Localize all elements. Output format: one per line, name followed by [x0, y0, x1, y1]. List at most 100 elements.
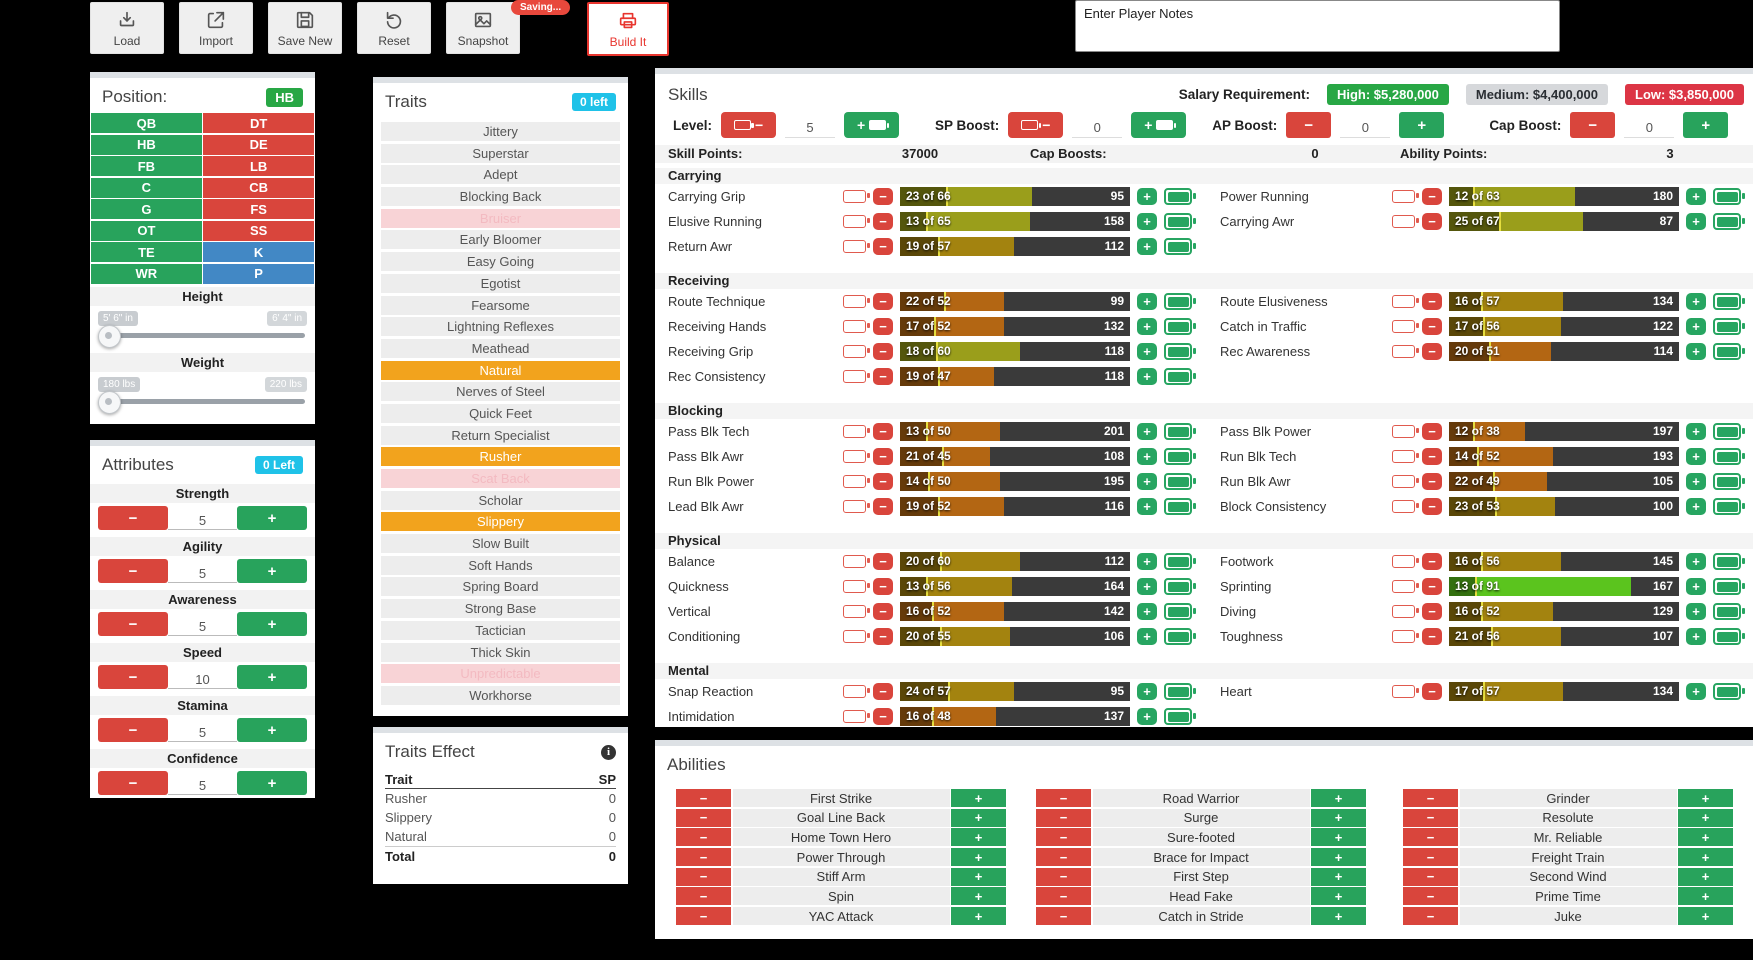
skill-cap-battery-icon[interactable]: [843, 345, 870, 358]
skill-cap-battery-icon[interactable]: [843, 320, 870, 333]
skill-minus-button[interactable]: −: [873, 343, 893, 360]
position-hb[interactable]: HB: [91, 134, 202, 155]
height-slider-track[interactable]: [100, 332, 305, 338]
skill-minus-button[interactable]: −: [873, 448, 893, 465]
ability-plus-button[interactable]: +: [951, 867, 1006, 886]
skill-plus-button[interactable]: +: [1686, 473, 1706, 490]
skill-minus-button[interactable]: −: [873, 368, 893, 385]
skill-cap-battery-icon[interactable]: [1392, 190, 1419, 203]
skill-plus-button[interactable]: +: [1137, 188, 1157, 205]
stamina-minus-button[interactable]: −: [98, 718, 168, 742]
ability-minus-button[interactable]: −: [1403, 828, 1458, 847]
strength-minus-button[interactable]: −: [98, 506, 168, 530]
ability-plus-button[interactable]: +: [1311, 887, 1366, 906]
ability-minus-button[interactable]: −: [676, 867, 731, 886]
trait-item-tactician[interactable]: Tactician: [381, 620, 620, 640]
skill-plus-button[interactable]: +: [1686, 498, 1706, 515]
toolbar-button-snapshot[interactable]: Snapshot: [446, 2, 520, 54]
skill-cap-battery-icon[interactable]: [843, 685, 870, 698]
skill-boost-battery-icon[interactable]: [1164, 188, 1196, 205]
ability-minus-button[interactable]: −: [1403, 907, 1458, 926]
ability-plus-button[interactable]: +: [1678, 848, 1733, 867]
ability-minus-button[interactable]: −: [1403, 887, 1458, 906]
position-de[interactable]: DE: [203, 134, 314, 155]
confidence-plus-button[interactable]: +: [237, 771, 307, 795]
trait-item-strong-base[interactable]: Strong Base: [381, 599, 620, 619]
info-icon[interactable]: i: [601, 744, 616, 760]
skill-boost-battery-icon[interactable]: [1713, 423, 1745, 440]
trait-item-meathead[interactable]: Meathead: [381, 338, 620, 358]
trait-item-return-specialist[interactable]: Return Specialist: [381, 425, 620, 445]
skill-minus-button[interactable]: −: [873, 578, 893, 595]
ability-minus-button[interactable]: −: [676, 808, 731, 827]
ability-minus-button[interactable]: −: [1036, 848, 1091, 867]
skill-plus-button[interactable]: +: [1686, 188, 1706, 205]
skill-cap-battery-icon[interactable]: [1392, 475, 1419, 488]
skill-minus-button[interactable]: −: [1422, 628, 1442, 645]
toolbar-button-save-new[interactable]: Save New: [268, 2, 342, 54]
ability-plus-button[interactable]: +: [1311, 848, 1366, 867]
skill-minus-button[interactable]: −: [873, 213, 893, 230]
skill-plus-button[interactable]: +: [1686, 293, 1706, 310]
ap-boost-decrease-button[interactable]: −: [1286, 112, 1332, 138]
ability-plus-button[interactable]: +: [1311, 828, 1366, 847]
skill-minus-button[interactable]: −: [873, 683, 893, 700]
skill-minus-button[interactable]: −: [1422, 188, 1442, 205]
position-cb[interactable]: CB: [203, 177, 314, 198]
trait-item-early-bloomer[interactable]: Early Bloomer: [381, 230, 620, 250]
skill-cap-battery-icon[interactable]: [843, 500, 870, 513]
skill-minus-button[interactable]: −: [1422, 498, 1442, 515]
ability-plus-button[interactable]: +: [951, 828, 1006, 847]
strength-plus-button[interactable]: +: [237, 506, 307, 530]
skill-plus-button[interactable]: +: [1137, 578, 1157, 595]
ability-minus-button[interactable]: −: [1403, 789, 1458, 807]
skill-boost-battery-icon[interactable]: [1713, 293, 1745, 310]
skill-cap-battery-icon[interactable]: [843, 580, 870, 593]
skill-boost-battery-icon[interactable]: [1713, 473, 1745, 490]
toolbar-button-load[interactable]: Load: [90, 2, 164, 54]
ability-minus-button[interactable]: −: [1036, 808, 1091, 827]
skill-minus-button[interactable]: −: [1422, 553, 1442, 570]
skill-cap-battery-icon[interactable]: [1392, 295, 1419, 308]
skill-plus-button[interactable]: +: [1137, 683, 1157, 700]
skill-cap-battery-icon[interactable]: [1392, 580, 1419, 593]
skill-cap-battery-icon[interactable]: [1392, 555, 1419, 568]
ability-plus-button[interactable]: +: [1678, 867, 1733, 886]
skill-plus-button[interactable]: +: [1686, 343, 1706, 360]
ability-plus-button[interactable]: +: [951, 907, 1006, 926]
skill-cap-battery-icon[interactable]: [1392, 425, 1419, 438]
trait-item-scholar[interactable]: Scholar: [381, 490, 620, 510]
skill-minus-button[interactable]: −: [873, 628, 893, 645]
agility-plus-button[interactable]: +: [237, 559, 307, 583]
ability-plus-button[interactable]: +: [1678, 828, 1733, 847]
trait-item-unpredictable[interactable]: Unpredictable: [381, 664, 620, 684]
ability-plus-button[interactable]: +: [951, 808, 1006, 827]
skill-plus-button[interactable]: +: [1137, 498, 1157, 515]
skill-plus-button[interactable]: +: [1137, 423, 1157, 440]
skill-plus-button[interactable]: +: [1686, 628, 1706, 645]
skill-boost-battery-icon[interactable]: [1164, 448, 1196, 465]
skill-boost-battery-icon[interactable]: [1164, 423, 1196, 440]
skill-plus-button[interactable]: +: [1137, 213, 1157, 230]
skill-cap-battery-icon[interactable]: [843, 605, 870, 618]
skill-boost-battery-icon[interactable]: [1164, 603, 1196, 620]
ability-minus-button[interactable]: −: [676, 848, 731, 867]
weight-slider-handle[interactable]: [98, 390, 121, 414]
skill-boost-battery-icon[interactable]: [1164, 368, 1196, 385]
ability-minus-button[interactable]: −: [676, 789, 731, 807]
skill-boost-battery-icon[interactable]: [1164, 628, 1196, 645]
trait-item-adept[interactable]: Adept: [381, 165, 620, 185]
trait-item-slippery[interactable]: Slippery: [381, 512, 620, 532]
ability-minus-button[interactable]: −: [1036, 887, 1091, 906]
skill-minus-button[interactable]: −: [1422, 213, 1442, 230]
ability-minus-button[interactable]: −: [1403, 848, 1458, 867]
skill-boost-battery-icon[interactable]: [1164, 318, 1196, 335]
skill-plus-button[interactable]: +: [1686, 683, 1706, 700]
ability-plus-button[interactable]: +: [951, 789, 1006, 807]
ability-minus-button[interactable]: −: [1036, 789, 1091, 807]
trait-item-blocking-back[interactable]: Blocking Back: [381, 187, 620, 207]
skill-minus-button[interactable]: −: [1422, 683, 1442, 700]
sp-boost-increase-button[interactable]: +: [1131, 112, 1187, 138]
position-k[interactable]: K: [203, 242, 314, 262]
skill-cap-battery-icon[interactable]: [843, 710, 870, 723]
